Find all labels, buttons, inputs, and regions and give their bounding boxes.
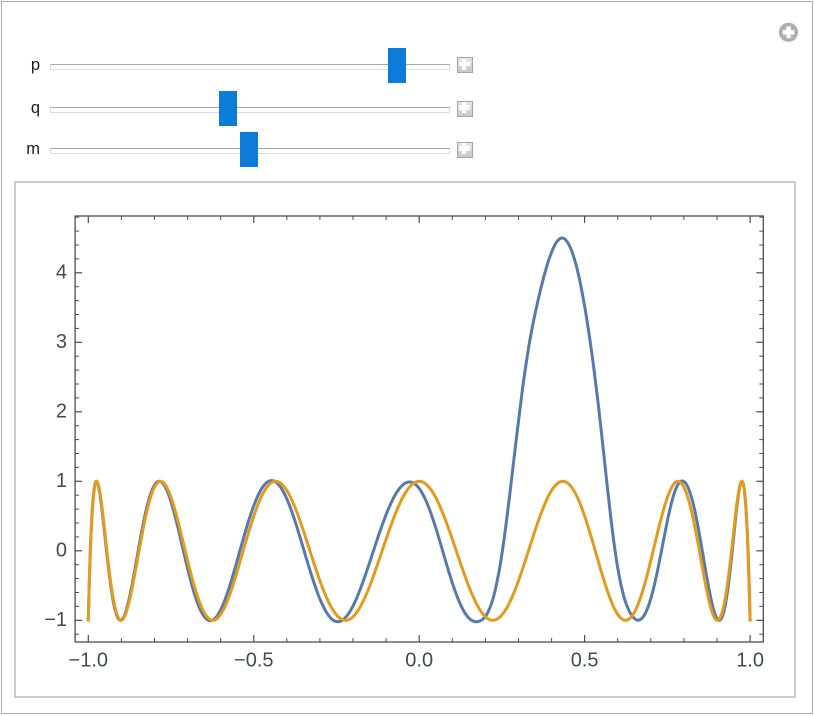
svg-text:0.5: 0.5 (571, 649, 599, 671)
svg-text:1: 1 (56, 470, 67, 492)
svg-text:0.0: 0.0 (405, 649, 433, 671)
svg-text:−1.0: −1.0 (69, 649, 108, 671)
svg-text:0: 0 (56, 540, 67, 562)
svg-text:2: 2 (56, 401, 67, 423)
svg-text:4: 4 (56, 262, 67, 284)
svg-text:−0.5: −0.5 (234, 649, 273, 671)
svg-text:1.0: 1.0 (736, 649, 764, 671)
svg-text:3: 3 (56, 331, 67, 353)
svg-text:−1: −1 (44, 609, 67, 631)
